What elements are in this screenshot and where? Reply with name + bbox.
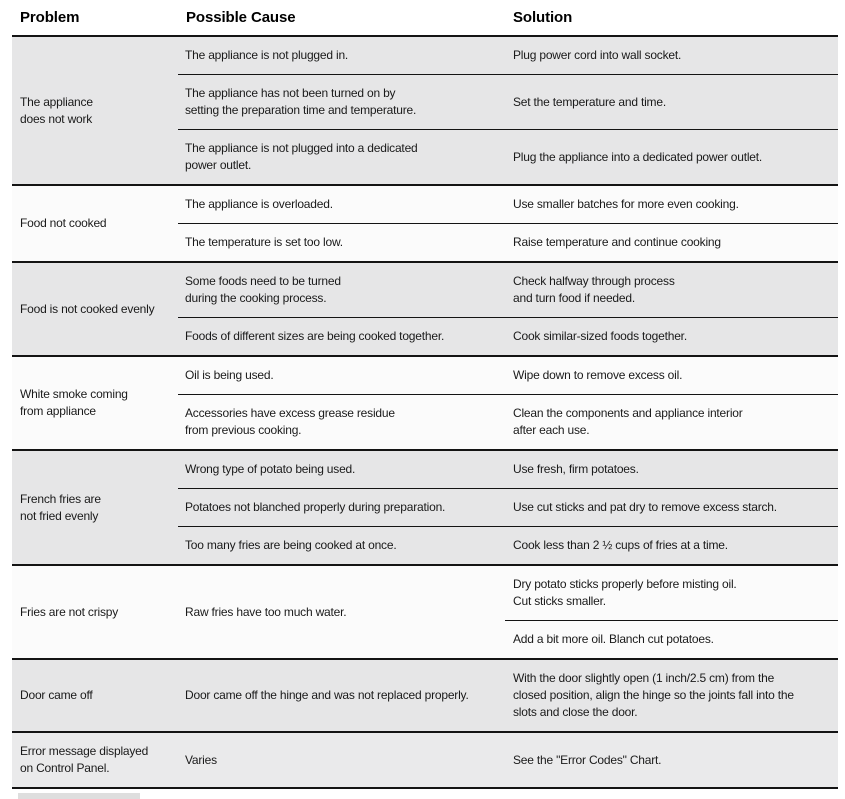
- solution-cell: Raise temperature and continue cooking: [505, 223, 838, 261]
- solution-cell: Plug power cord into wall socket.: [513, 48, 682, 62]
- problem-cell: French fries are not fried evenly: [20, 491, 101, 523]
- solution-cell: With the door slightly open (1 inch/2.5 …: [513, 671, 794, 719]
- troubleshooting-table: Problem Possible Cause Solution The appl…: [12, 2, 838, 789]
- solution-cell: Cook less than 2 ½ cups of fries at a ti…: [505, 526, 838, 564]
- table-group-8: Error message displayed on Control Panel…: [12, 731, 838, 787]
- problem-cell: Food is not cooked evenly: [20, 301, 155, 316]
- problem-cell: Food not cooked: [20, 216, 107, 230]
- solution-cell: Dry potato sticks properly before mistin…: [513, 577, 737, 608]
- cause-cell: Wrong type of potato being used.: [185, 462, 356, 476]
- cause-cell: The appliance is not plugged in.: [185, 48, 349, 62]
- column-header-problem: Problem: [20, 9, 80, 26]
- table-header-row: Problem Possible Cause Solution: [12, 2, 838, 35]
- solution-cell: Use cut sticks and pat dry to remove exc…: [505, 488, 838, 526]
- cause-cell: Accessories have excess grease residue f…: [178, 394, 505, 449]
- table-group-2: Food not cooked The appliance is overload…: [12, 184, 838, 261]
- solution-cell: See the "Error Codes" Chart.: [513, 752, 662, 767]
- solution-cell: Check halfway through process and turn f…: [513, 274, 675, 305]
- table-group-3: Food is not cooked evenly Some foods need…: [12, 261, 838, 355]
- cause-cell: Door came off the hinge and was not repl…: [185, 688, 469, 702]
- solution-cell: Clean the components and appliance inter…: [505, 394, 838, 449]
- solution-cell: Use fresh, firm potatoes.: [513, 462, 639, 476]
- problem-cell: Fries are not crispy: [20, 604, 119, 619]
- table-group-1: The appliance does not work The appliance…: [12, 35, 838, 184]
- cause-cell: Varies: [185, 752, 217, 767]
- cause-cell: The appliance is not plugged into a dedi…: [178, 129, 505, 184]
- column-header-possible-cause: Possible Cause: [186, 9, 296, 26]
- cause-cell: Oil is being used.: [185, 368, 274, 382]
- next-section-edge: [18, 793, 140, 799]
- problem-cell: The appliance does not work: [20, 94, 93, 126]
- solution-cell: Wipe down to remove excess oil.: [513, 368, 683, 382]
- column-header-solution: Solution: [513, 9, 573, 26]
- table-group-4: White smoke coming from appliance Oil is …: [12, 355, 838, 449]
- cause-cell: Too many fries are being cooked at once.: [178, 526, 505, 564]
- cause-cell: The temperature is set too low.: [178, 223, 505, 261]
- problem-cell: White smoke coming from appliance: [20, 387, 128, 418]
- solution-cell: Add a bit more oil. Blanch cut potatoes.: [505, 620, 838, 658]
- problem-cell: Error message displayed on Control Panel…: [20, 744, 149, 775]
- table-group-6: Fries are not crispy Raw fries have too m…: [12, 564, 838, 658]
- cause-cell: Foods of different sizes are being cooke…: [178, 317, 505, 355]
- solution-cell: Cook similar-sized foods together.: [505, 317, 838, 355]
- cause-cell: Some foods need to be turned during the …: [185, 274, 341, 305]
- table-body: The appliance does not work The appliance…: [12, 35, 838, 787]
- cause-cell: Raw fries have too much water.: [185, 604, 347, 619]
- cause-cell: The appliance is overloaded.: [185, 197, 333, 211]
- problem-cell: Door came off: [20, 688, 93, 702]
- solution-cell: Set the temperature and time.: [505, 74, 838, 129]
- solution-cell: Plug the appliance into a dedicated powe…: [505, 129, 838, 184]
- solution-cell: Use smaller batches for more even cookin…: [513, 197, 739, 211]
- table-group-7: Door came off Door came off the hinge and…: [12, 658, 838, 731]
- cause-cell: Potatoes not blanched properly during pr…: [178, 488, 505, 526]
- cause-cell: The appliance has not been turned on by …: [178, 74, 505, 129]
- table-group-5: French fries are not fried evenly Wrong t…: [12, 449, 838, 564]
